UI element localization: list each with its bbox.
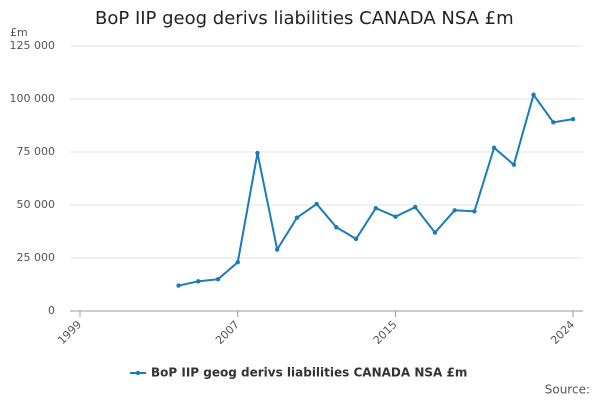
data-point <box>294 215 300 220</box>
chart-title: BoP IIP geog derivs liabilities CANADA N… <box>95 8 514 29</box>
data-point <box>196 279 201 284</box>
data-point <box>334 225 339 230</box>
data-point <box>570 116 576 122</box>
data-point <box>413 204 418 210</box>
x-tick-label: 1999 <box>55 318 84 347</box>
data-point <box>314 201 319 207</box>
data-point <box>255 150 260 156</box>
x-tick-label: 2024 <box>548 318 577 347</box>
source: Source: <box>545 383 590 397</box>
legend-label: BoP IIP geog derivs liabilities CANADA N… <box>151 366 467 380</box>
y-tick-label: 50 000 <box>17 198 56 211</box>
data-point <box>511 162 517 167</box>
y-tick-label: 0 <box>48 304 55 317</box>
x-tick-label: 2007 <box>213 318 242 347</box>
data-point <box>452 208 457 213</box>
y-tick-label: 100 000 <box>10 92 56 105</box>
x-tick-label: 2015 <box>371 318 400 347</box>
y-tick-label: 75 000 <box>17 145 56 158</box>
data-point <box>432 230 438 235</box>
y-unit: £m <box>10 26 28 39</box>
data-point <box>531 92 536 97</box>
y-tick-label: 25 000 <box>17 251 56 264</box>
data-point <box>215 277 221 282</box>
data-point <box>176 283 181 288</box>
legend-marker <box>135 370 141 376</box>
data-point <box>235 260 240 265</box>
data-point <box>373 205 378 211</box>
data-point <box>353 236 359 242</box>
data-point <box>491 145 497 150</box>
data-point <box>275 247 280 252</box>
y-tick-label: 125 000 <box>10 39 56 52</box>
data-point <box>393 214 398 219</box>
data-point <box>472 209 477 214</box>
series-line <box>178 92 574 287</box>
data-point <box>551 120 556 125</box>
